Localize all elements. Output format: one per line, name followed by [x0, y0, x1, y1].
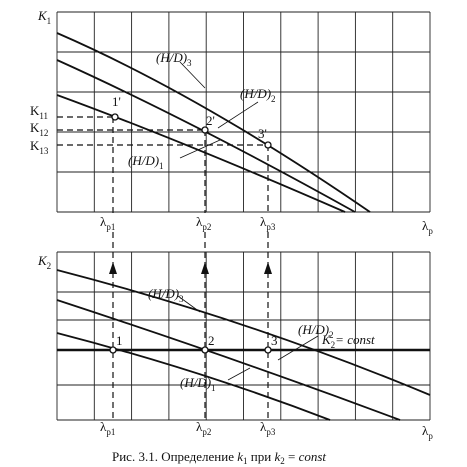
label-main: K	[37, 8, 48, 23]
point	[109, 346, 117, 354]
label-main: (H/D)	[148, 286, 179, 301]
point	[201, 346, 209, 354]
label-main: K	[30, 138, 40, 153]
arrows	[109, 262, 272, 274]
label-main: λ	[422, 423, 429, 438]
label-main: K	[321, 332, 332, 347]
guide	[57, 116, 268, 146]
label-sub: 11	[39, 111, 48, 121]
label-main: λ	[196, 214, 203, 229]
grids	[56, 11, 431, 421]
label-sub: 3	[179, 294, 184, 304]
label-sub: 12	[39, 128, 48, 138]
label-main: λ	[422, 218, 429, 233]
label-sub: 13	[39, 146, 49, 156]
label: λp3	[260, 214, 276, 232]
curve	[56, 32, 371, 213]
label-sub: 1	[159, 161, 164, 171]
label-main: λ	[260, 419, 267, 434]
label: K2	[37, 253, 51, 271]
caption-part: =	[285, 449, 299, 464]
caption-part: 2	[280, 456, 285, 466]
label-main: (H/D)	[156, 50, 187, 65]
label-main: K	[37, 253, 48, 268]
label: 3	[271, 333, 278, 348]
label: λp3	[260, 419, 276, 437]
label: λp1	[100, 419, 115, 437]
label: λp	[422, 423, 433, 441]
label-sub: p	[428, 431, 433, 441]
label-sub: 1	[47, 16, 52, 26]
caption-part: Рис. 3.1. Определение	[112, 449, 237, 464]
label: λp1	[100, 214, 115, 232]
label-sub: 2	[331, 340, 336, 350]
point	[264, 346, 272, 354]
curve	[56, 94, 346, 213]
label: (H/D)2	[298, 322, 334, 340]
caption: Рис. 3.1. Определение k1 при k2 = const	[112, 449, 326, 466]
label-sub: p1	[106, 427, 115, 437]
label-main: λ	[196, 419, 203, 434]
label: 1'	[112, 94, 121, 109]
label-sub: p3	[266, 427, 276, 437]
label: 1	[116, 333, 123, 348]
label-main: K	[30, 103, 40, 118]
label-sub: 2	[329, 330, 334, 340]
curve	[56, 269, 431, 396]
label: K12	[30, 120, 48, 138]
curve	[56, 59, 356, 213]
label-main: K	[30, 120, 40, 135]
label: 3'	[258, 126, 267, 141]
label-sub: 1	[211, 383, 216, 393]
label-rest: = const	[335, 332, 375, 347]
point	[111, 113, 119, 121]
label-sub: p1	[106, 222, 115, 232]
labels: K1λp(H/D)3(H/D)2(H/D)11'2'3'K11K12K13λp1…	[30, 8, 433, 466]
label-sub: p	[428, 226, 433, 236]
label: (H/D)2	[240, 86, 276, 104]
label-sub: p2	[202, 427, 211, 437]
curve	[56, 332, 331, 421]
label-main: λ	[100, 419, 107, 434]
caption-part: при	[248, 449, 275, 464]
label: K13	[30, 138, 49, 156]
label: (H/D)3	[148, 286, 184, 304]
label-sub: 2	[271, 94, 276, 104]
guide	[112, 117, 269, 420]
label: K2= const	[321, 332, 375, 350]
caption-part: k	[274, 449, 280, 464]
label-sub: p2	[202, 222, 211, 232]
label-main: (H/D)	[128, 153, 159, 168]
label: (H/D)1	[180, 375, 216, 393]
curve	[56, 299, 401, 421]
point	[201, 126, 209, 134]
point	[264, 141, 272, 149]
label: (H/D)3	[156, 50, 192, 68]
caption-part: k	[237, 449, 243, 464]
label: λp	[422, 218, 433, 236]
label: K11	[30, 103, 48, 121]
caption-part: 1	[243, 456, 248, 466]
label-main: λ	[260, 214, 267, 229]
label-sub: p3	[266, 222, 276, 232]
label-main: λ	[100, 214, 107, 229]
caption-part: const	[299, 449, 327, 464]
leaders	[177, 61, 319, 381]
label: λp2	[196, 214, 211, 232]
label-main: (H/D)	[298, 322, 329, 337]
label: 2	[208, 333, 215, 348]
label: K1	[37, 8, 51, 26]
label-sub: 2	[47, 261, 52, 271]
label: (H/D)1	[128, 153, 164, 171]
label-main: (H/D)	[180, 375, 211, 390]
label: λp2	[196, 419, 211, 437]
label-main: (H/D)	[240, 86, 271, 101]
label: 2'	[206, 113, 215, 128]
label-sub: 3	[187, 58, 192, 68]
